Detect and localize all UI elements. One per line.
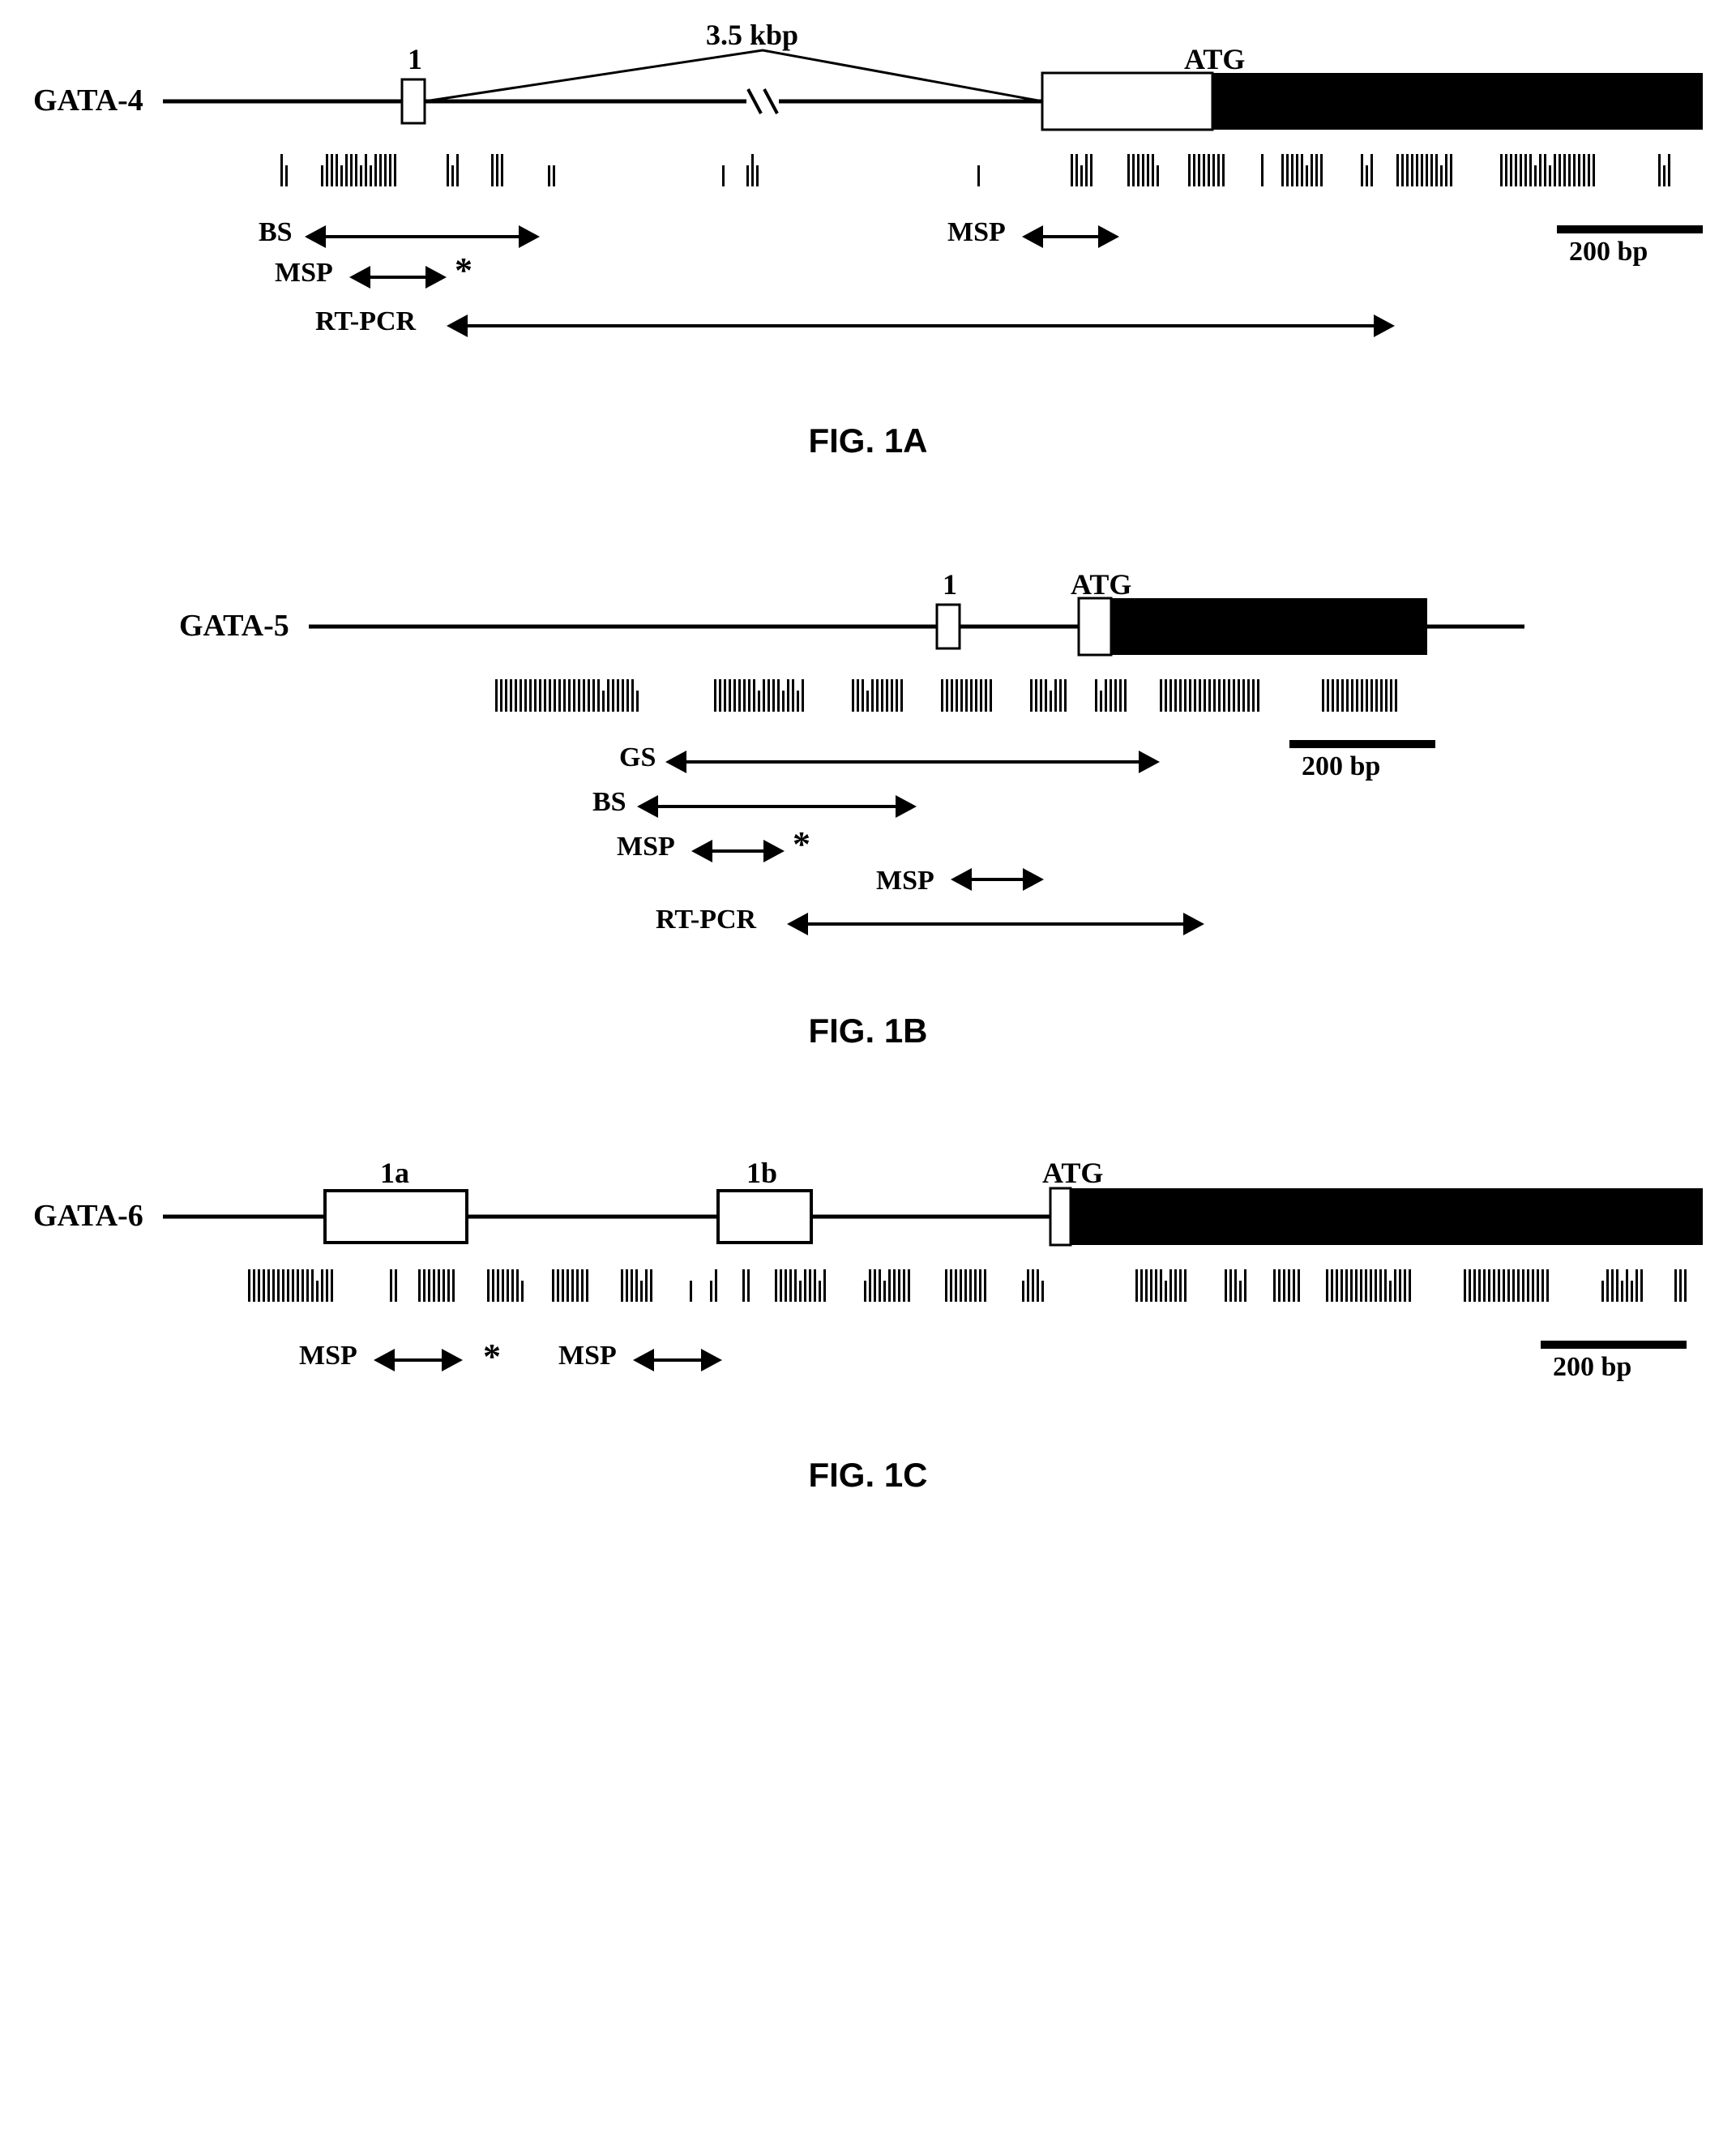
exon1b-label-c: 1b	[746, 1156, 777, 1190]
barcode-a	[163, 154, 1703, 188]
msp2-label-b: MSP	[876, 866, 934, 896]
figure-1c: GATA-6 1a 1b ATG MSP * MSP 200 bp FIG. 1…	[32, 1164, 1704, 1495]
exon1a-label-c: 1a	[380, 1156, 409, 1190]
msp2-arrow-b	[951, 878, 1044, 881]
fig-label-c: FIG. 1C	[808, 1456, 927, 1495]
bs-arrow-a	[305, 235, 540, 238]
figure-1a: GATA-4 1 3.5 kbp ATG BS MSP * MSP	[32, 49, 1704, 460]
msp2-arrow-a	[1022, 235, 1119, 238]
msp1-arrow-c	[374, 1358, 463, 1362]
msp2-label-a: MSP	[947, 217, 1006, 248]
gene-name-a: GATA-4	[33, 83, 143, 118]
msp1-label-a: MSP	[275, 258, 333, 289]
gene-name-c: GATA-6	[33, 1198, 143, 1234]
star-c: *	[483, 1336, 501, 1377]
star-a: *	[455, 250, 472, 291]
star-b: *	[793, 824, 810, 865]
bs-arrow-b	[637, 805, 917, 808]
panel-a: GATA-4 1 3.5 kbp ATG BS MSP * MSP	[33, 49, 1703, 389]
fig-label-a: FIG. 1A	[808, 421, 927, 460]
atg-label-a: ATG	[1184, 42, 1245, 76]
rtpcr-label-a: RT-PCR	[315, 306, 416, 337]
msp1-label-c: MSP	[299, 1341, 357, 1371]
atg-label-c: ATG	[1042, 1156, 1103, 1190]
msp1-label-b: MSP	[617, 832, 675, 862]
rtpcr-arrow-a	[447, 324, 1395, 327]
fig-label-b: FIG. 1B	[808, 1012, 927, 1050]
atg-label-b: ATG	[1071, 567, 1131, 601]
scale-label-b: 200 bp	[1302, 751, 1380, 782]
msp1-arrow-b	[691, 849, 785, 853]
gene-name-b: GATA-5	[179, 608, 289, 644]
barcode-c	[163, 1269, 1703, 1303]
gs-label-b: GS	[619, 742, 656, 773]
msp2-arrow-c	[633, 1358, 722, 1362]
scalebar-a	[1557, 225, 1703, 233]
rtpcr-label-b: RT-PCR	[656, 905, 756, 935]
figure-1b: GATA-5 1 ATG GS BS MSP * MSP RT-PCR 200 …	[32, 574, 1704, 1050]
bs-label-a: BS	[259, 217, 293, 248]
scale-label-a: 200 bp	[1569, 237, 1648, 267]
intron-label-a: 3.5 kbp	[706, 18, 798, 52]
scalebar-c	[1541, 1341, 1687, 1349]
exon1-label-b: 1	[943, 567, 957, 601]
bs-label-b: BS	[592, 787, 626, 818]
panel-b: GATA-5 1 ATG GS BS MSP * MSP RT-PCR 200 …	[179, 574, 1557, 979]
scalebar-b	[1289, 740, 1435, 748]
scale-label-c: 200 bp	[1553, 1352, 1631, 1383]
msp2-label-c: MSP	[558, 1341, 617, 1371]
schematic-a	[163, 49, 1703, 146]
barcode-b	[309, 679, 1524, 713]
panel-c: GATA-6 1a 1b ATG MSP * MSP 200 bp	[33, 1164, 1703, 1423]
msp1-arrow-a	[349, 276, 447, 279]
schematic-b	[309, 574, 1524, 671]
gs-arrow-b	[665, 760, 1160, 764]
rtpcr-arrow-b	[787, 922, 1204, 926]
exon1-label-a: 1	[408, 42, 422, 76]
